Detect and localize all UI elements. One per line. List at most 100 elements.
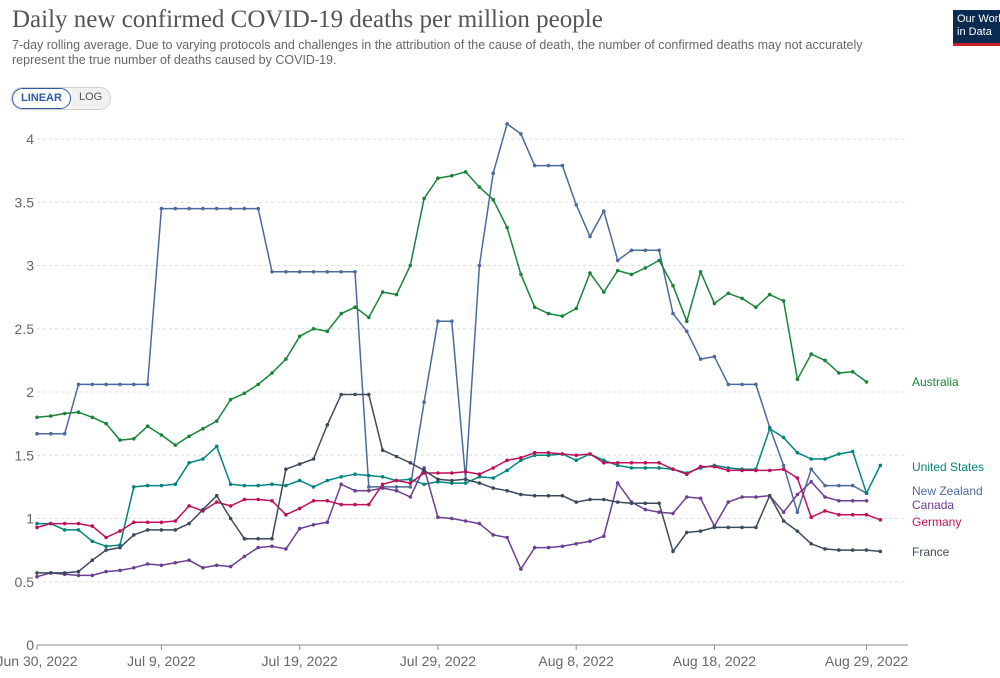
data-point[interactable]	[615, 500, 620, 504]
data-point[interactable]	[436, 515, 440, 519]
series-line[interactable]	[36, 451, 881, 539]
data-point[interactable]	[837, 371, 841, 375]
data-point[interactable]	[90, 539, 95, 544]
data-point[interactable]	[228, 504, 233, 508]
data-point[interactable]	[408, 263, 413, 268]
data-point[interactable]	[463, 481, 468, 485]
data-point[interactable]	[643, 248, 648, 253]
data-point[interactable]	[781, 463, 786, 468]
data-point[interactable]	[837, 452, 841, 456]
data-point[interactable]	[49, 571, 53, 575]
data-point[interactable]	[422, 400, 426, 404]
data-point[interactable]	[671, 549, 675, 554]
data-point[interactable]	[187, 461, 191, 465]
data-point[interactable]	[325, 423, 330, 427]
data-point[interactable]	[740, 296, 744, 301]
data-point[interactable]	[242, 536, 247, 541]
data-point[interactable]	[62, 528, 67, 532]
data-point[interactable]	[823, 457, 827, 461]
data-point[interactable]	[49, 431, 53, 436]
data-point[interactable]	[450, 173, 454, 178]
data-point[interactable]	[90, 415, 95, 420]
data-point[interactable]	[242, 554, 247, 559]
data-point[interactable]	[62, 571, 67, 575]
data-point[interactable]	[270, 270, 274, 274]
data-point[interactable]	[173, 443, 178, 447]
data-point[interactable]	[90, 573, 95, 578]
data-point[interactable]	[560, 544, 565, 549]
data-point[interactable]	[712, 301, 717, 306]
series-line[interactable]	[37, 123, 867, 513]
data-point[interactable]	[422, 482, 426, 487]
data-point[interactable]	[450, 481, 454, 485]
data-point[interactable]	[629, 272, 634, 277]
data-point[interactable]	[629, 461, 634, 465]
series-line[interactable]	[37, 393, 881, 574]
data-point[interactable]	[588, 497, 592, 502]
data-point[interactable]	[754, 382, 758, 387]
series-line[interactable]	[37, 427, 881, 548]
data-point[interactable]	[422, 196, 426, 201]
data-point[interactable]	[809, 467, 813, 472]
series-australia[interactable]	[35, 170, 869, 447]
data-point[interactable]	[408, 495, 413, 499]
data-point[interactable]	[242, 497, 247, 502]
data-point[interactable]	[339, 502, 344, 507]
data-point[interactable]	[546, 493, 551, 498]
data-point[interactable]	[574, 306, 578, 311]
data-point[interactable]	[657, 461, 661, 465]
data-point[interactable]	[311, 485, 316, 489]
data-point[interactable]	[837, 512, 841, 517]
data-point[interactable]	[878, 463, 883, 468]
data-point[interactable]	[367, 392, 371, 397]
data-point[interactable]	[367, 315, 371, 320]
data-point[interactable]	[685, 495, 689, 499]
data-point[interactable]	[145, 520, 150, 525]
data-point[interactable]	[574, 458, 578, 463]
data-point[interactable]	[270, 482, 274, 487]
data-point[interactable]	[270, 499, 274, 503]
data-point[interactable]	[795, 377, 800, 382]
data-point[interactable]	[367, 473, 371, 478]
data-point[interactable]	[809, 352, 813, 356]
data-point[interactable]	[864, 491, 869, 496]
data-point[interactable]	[767, 468, 772, 473]
data-point[interactable]	[159, 563, 164, 568]
data-point[interactable]	[712, 464, 717, 469]
data-point[interactable]	[809, 542, 813, 546]
data-point[interactable]	[118, 438, 122, 442]
data-point[interactable]	[491, 171, 496, 175]
data-point[interactable]	[629, 466, 634, 470]
data-point[interactable]	[505, 225, 509, 230]
data-point[interactable]	[685, 329, 689, 334]
data-point[interactable]	[242, 391, 247, 396]
data-point[interactable]	[353, 488, 357, 493]
data-point[interactable]	[491, 533, 496, 537]
data-point[interactable]	[878, 518, 883, 522]
data-point[interactable]	[201, 507, 205, 512]
data-point[interactable]	[864, 380, 869, 384]
data-point[interactable]	[740, 468, 744, 473]
data-point[interactable]	[284, 270, 288, 274]
data-point[interactable]	[795, 476, 800, 480]
data-point[interactable]	[532, 305, 537, 310]
data-point[interactable]	[297, 270, 302, 274]
data-point[interactable]	[450, 319, 454, 324]
data-point[interactable]	[145, 382, 150, 387]
data-point[interactable]	[173, 561, 178, 565]
data-point[interactable]	[380, 486, 385, 490]
data-point[interactable]	[754, 495, 758, 499]
data-point[interactable]	[560, 163, 565, 168]
data-point[interactable]	[532, 493, 537, 498]
data-point[interactable]	[367, 502, 371, 507]
data-point[interactable]	[754, 468, 758, 473]
data-point[interactable]	[228, 564, 233, 569]
data-point[interactable]	[62, 411, 67, 416]
data-point[interactable]	[214, 206, 219, 211]
data-point[interactable]	[850, 449, 855, 454]
data-point[interactable]	[615, 258, 620, 263]
data-point[interactable]	[643, 466, 648, 470]
data-point[interactable]	[270, 371, 274, 375]
data-point[interactable]	[657, 466, 661, 470]
data-point[interactable]	[781, 519, 786, 523]
